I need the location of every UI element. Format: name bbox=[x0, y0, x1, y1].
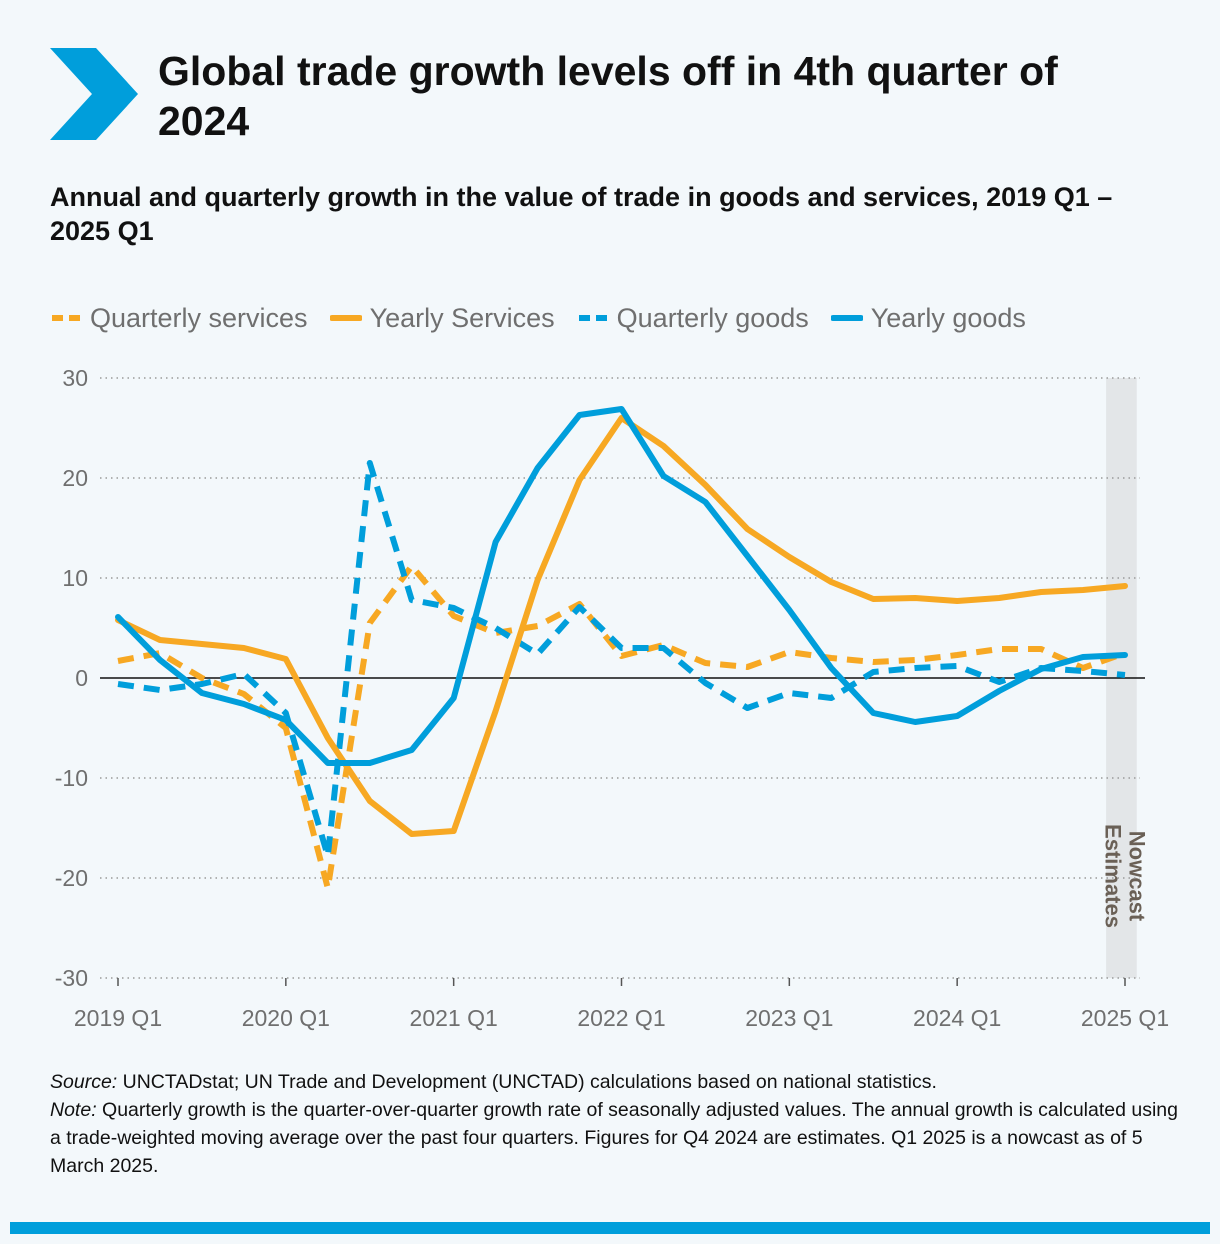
gridlines bbox=[100, 377, 1145, 979]
y-tick-label: -20 bbox=[55, 865, 88, 891]
nowcast-label-line-1: Nowcast bbox=[1124, 831, 1149, 922]
x-tick-label: 2022 Q1 bbox=[577, 1005, 665, 1031]
chart-notes: Source: UNCTADstat; UN Trade and Develop… bbox=[50, 1068, 1180, 1180]
y-tick-label: -30 bbox=[55, 965, 88, 991]
legend: Quarterly services Yearly Services Quart… bbox=[50, 296, 1048, 340]
y-tick-label: 10 bbox=[62, 565, 88, 591]
x-tick-label: 2020 Q1 bbox=[242, 1005, 330, 1031]
x-tick-label: 2024 Q1 bbox=[913, 1005, 1001, 1031]
x-tick-label: 2023 Q1 bbox=[745, 1005, 833, 1031]
nowcast-label-line-2: Estimates bbox=[1100, 824, 1125, 928]
axis-labels: 30 20 10 0 -10 -20 -30 2019 Q1 2020 Q1 2021 Q1 202… bbox=[55, 365, 1169, 1031]
legend-label-yearly-goods: Yearly goods bbox=[870, 302, 1026, 333]
chart-subtitle: Annual and quarterly growth in the value… bbox=[50, 182, 1113, 246]
y-tick-label: 0 bbox=[75, 665, 88, 691]
legend-item-quarterly-goods: Quarterly goods bbox=[577, 303, 809, 334]
legend-item-quarterly-services: Quarterly services bbox=[50, 303, 308, 334]
series-line-quarterly-services bbox=[117, 563, 1127, 891]
x-tick-label: 2025 Q1 bbox=[1081, 1005, 1169, 1031]
legend-swatch-yearly-services bbox=[329, 315, 362, 321]
source-text: UNCTADstat; UN Trade and Development (UN… bbox=[117, 1071, 937, 1093]
axis-ticks bbox=[117, 978, 1126, 986]
chart-title: Global trade growth levels off in 4th qu… bbox=[158, 48, 1058, 144]
series-lines bbox=[115, 406, 1128, 891]
y-tick-label: 30 bbox=[62, 365, 88, 391]
method-note: Note: Quarterly growth is the quarter-ov… bbox=[50, 1096, 1180, 1180]
source-note: Source: UNCTADstat; UN Trade and Develop… bbox=[50, 1068, 1180, 1096]
legend-label-yearly-services: Yearly Services bbox=[369, 302, 555, 333]
y-tick-label: -10 bbox=[55, 765, 88, 791]
x-tick-label: 2019 Q1 bbox=[74, 1005, 162, 1031]
legend-swatch-yearly-goods bbox=[830, 315, 863, 321]
legend-item-yearly-goods: Yearly goods bbox=[830, 302, 1026, 334]
legend-label-quarterly-goods: Quarterly goods bbox=[616, 302, 809, 333]
legend-swatch-quarterly-goods bbox=[578, 315, 607, 321]
series-line-yearly-services bbox=[115, 415, 1128, 837]
series-line-yearly-goods bbox=[115, 406, 1128, 766]
chevron-right-icon bbox=[50, 48, 138, 140]
note-text: Quarterly growth is the quarter-over-qua… bbox=[50, 1099, 1178, 1177]
source-label: Source: bbox=[50, 1071, 118, 1093]
legend-item-yearly-services: Yearly Services bbox=[329, 302, 555, 334]
series-line-quarterly-goods bbox=[117, 460, 1126, 859]
legend-swatch-quarterly-services bbox=[52, 315, 80, 321]
bottom-accent-bar bbox=[10, 1222, 1210, 1234]
legend-label-quarterly-services: Quarterly services bbox=[90, 302, 308, 333]
x-tick-label: 2021 Q1 bbox=[410, 1005, 498, 1031]
note-label: Note: bbox=[50, 1099, 97, 1121]
y-tick-label: 20 bbox=[62, 465, 88, 491]
